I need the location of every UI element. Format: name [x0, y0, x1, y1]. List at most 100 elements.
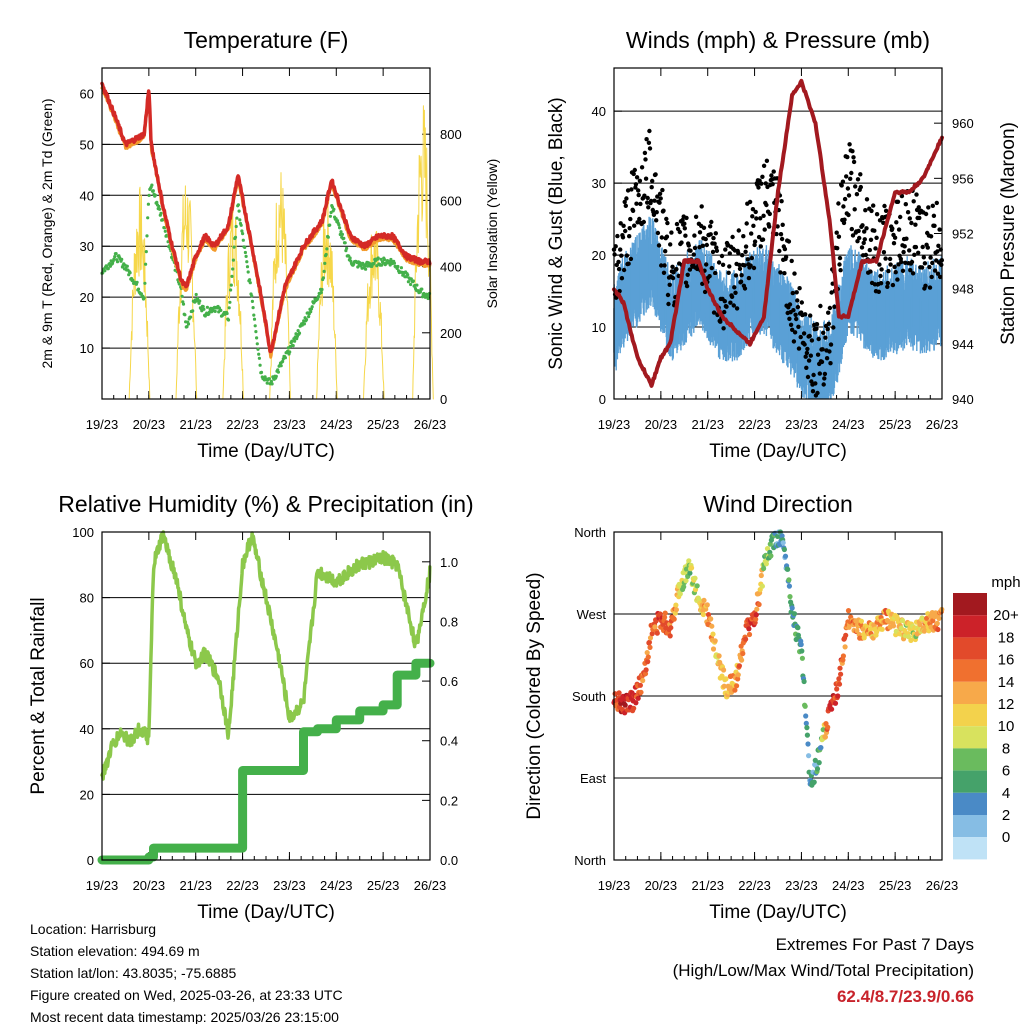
gust-point [928, 255, 933, 260]
extremes-box: Extremes For Past 7 Days (High/Low/Max W… [673, 932, 974, 1010]
dir-title: Wind Direction [703, 491, 853, 517]
gust-point [749, 231, 754, 236]
gust-point [829, 290, 834, 295]
dewpoint-point [307, 315, 311, 319]
legend-label: 10 [998, 718, 1015, 735]
dewpoint-point [294, 332, 298, 336]
direction-point [854, 628, 860, 634]
direction-point [616, 690, 622, 696]
gust-point [623, 228, 628, 234]
gust-point [619, 253, 624, 258]
rh-xtick-label: 19/23 [86, 878, 119, 893]
gust-point [621, 223, 626, 228]
direction-point [786, 577, 792, 583]
dewpoint-point [202, 307, 206, 311]
gust-point [823, 335, 828, 340]
gust-point [743, 249, 748, 254]
gust-point [650, 178, 655, 184]
gust-point [686, 243, 691, 248]
gust-point [761, 213, 766, 218]
precip-line [97, 658, 435, 865]
gust-point [912, 252, 917, 257]
direction-point [779, 533, 785, 539]
dir-xtick-label: 23/23 [785, 878, 818, 893]
gust-point [878, 273, 883, 279]
gust-point [819, 359, 825, 365]
wind-ylabel-left: Sonic Wind & Gust (Blue, Black) [546, 97, 567, 369]
dewpoint-point [236, 203, 240, 207]
gust-point [651, 212, 657, 217]
dewpoint-point [125, 264, 129, 268]
direction-point [753, 616, 759, 622]
gust-point [616, 266, 622, 272]
dewpoint-point [252, 317, 257, 321]
gust-point [642, 193, 647, 198]
direction-point [758, 572, 764, 579]
direction-point [671, 616, 677, 622]
gust-point [928, 234, 934, 239]
gust-point [862, 229, 867, 234]
wind-xtick-label: 24/23 [832, 417, 865, 432]
gust-point [659, 235, 664, 240]
gust-point [907, 216, 912, 221]
direction-point [716, 653, 722, 659]
gust-point [623, 203, 628, 208]
gust-point [709, 219, 714, 225]
dewpoint-point [323, 261, 327, 265]
dewpoint-point [243, 245, 247, 249]
legend-swatch [953, 637, 987, 660]
direction-point [917, 621, 923, 628]
gust-point [713, 270, 718, 276]
wind-ytick-label: 40 [592, 104, 606, 119]
gust-point [716, 260, 722, 265]
dewpoint-point [248, 281, 252, 285]
gust-point [742, 263, 747, 268]
gust-point [832, 304, 837, 309]
wind-xtick-label: 19/23 [598, 417, 631, 432]
dewpoint-point [372, 261, 376, 265]
dewpoint-point [227, 306, 231, 310]
gust-point [664, 234, 670, 239]
wind-xtick-label: 20/23 [645, 417, 678, 432]
wind-ytick-label: 30 [592, 176, 606, 191]
gust-point [729, 294, 735, 299]
dewpoint-point [103, 269, 107, 273]
direction-point [816, 760, 822, 766]
dewpoint-point [153, 193, 157, 197]
direction-point [683, 566, 690, 572]
gust-point [763, 181, 768, 186]
gust-point [758, 244, 763, 249]
gust-point [930, 203, 935, 208]
legend-label: 18 [998, 629, 1015, 646]
gust-point [782, 271, 787, 276]
rh-y2tick-label: 0.6 [440, 674, 458, 689]
gust-point [739, 273, 744, 278]
temp-ylabel-right: Solar Insolation (Yellow) [484, 159, 500, 309]
temp-title: Temperature (F) [184, 27, 349, 53]
dewpoint-point [159, 211, 163, 215]
direction-point [701, 597, 707, 604]
gust-point [657, 191, 663, 196]
dewpoint-point [239, 223, 243, 227]
gust-point [925, 245, 930, 250]
gust-point [722, 309, 727, 315]
dewpoint-point [324, 252, 328, 257]
gust-point [881, 250, 887, 255]
rh-ytick-label: 40 [80, 722, 94, 737]
gust-point [824, 356, 830, 361]
gust-point [637, 216, 642, 222]
direction-point [924, 615, 930, 621]
gust-point [771, 169, 776, 174]
temp-ylabel-left: 2m & 9m T (Red, Orange) & 2m Td (Green) [39, 99, 55, 369]
direction-point [710, 631, 716, 637]
dewpoint-point [348, 256, 352, 260]
pressure-line [612, 78, 944, 388]
gust-point [885, 284, 890, 289]
direction-point [775, 533, 781, 540]
gust-point [633, 182, 639, 187]
gust-point [753, 209, 758, 215]
gust-point [858, 184, 863, 190]
gust-point [868, 269, 873, 274]
direction-point [825, 724, 831, 730]
extremes-subtitle: (High/Low/Max Wind/Total Precipitation) [672, 961, 974, 980]
